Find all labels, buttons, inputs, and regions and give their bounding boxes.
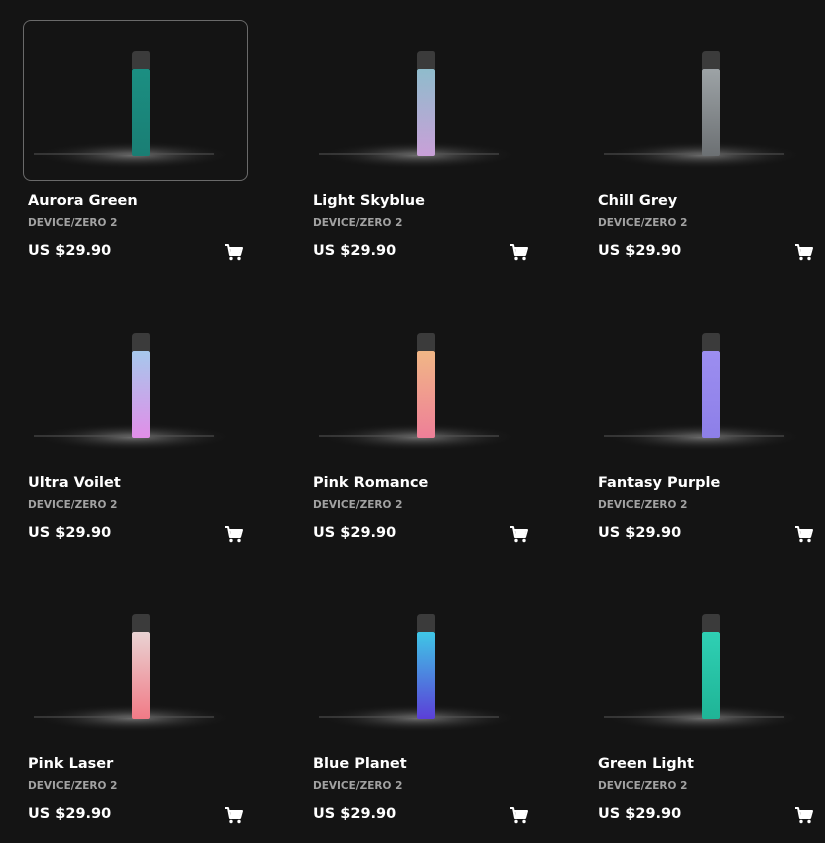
product-card[interactable]: Light Skyblue DEVICE/ZERO 2 US $29.90 (308, 20, 533, 280)
product-name: Light Skyblue (313, 193, 425, 209)
product-category: DEVICE/ZERO 2 (28, 498, 118, 511)
device-illustration (34, 51, 234, 169)
product-image (23, 583, 248, 744)
device-illustration (34, 332, 234, 451)
product-card[interactable]: Pink Romance DEVICE/ZERO 2 US $29.90 (308, 302, 533, 562)
product-price: US $29.90 (313, 806, 397, 822)
product-price: US $29.90 (28, 243, 112, 259)
cart-icon (795, 807, 813, 824)
product-price: US $29.90 (313, 243, 397, 259)
product-image (23, 302, 248, 463)
product-category: DEVICE/ZERO 2 (313, 780, 403, 792)
device-illustration (319, 332, 519, 451)
product-name: Aurora Green (28, 193, 138, 209)
cart-icon (795, 525, 813, 542)
product-price: US $29.90 (598, 524, 682, 541)
product-card[interactable]: Chill Grey DEVICE/ZERO 2 US $29.90 (593, 20, 818, 280)
product-price: US $29.90 (28, 524, 112, 541)
product-image (593, 583, 818, 744)
device-illustration (604, 51, 804, 169)
add-to-cart-button[interactable] (224, 806, 244, 824)
product-name: Ultra Voilet (28, 474, 121, 491)
product-category: DEVICE/ZERO 2 (598, 780, 688, 792)
add-to-cart-button[interactable] (509, 806, 529, 824)
cart-icon (225, 807, 243, 824)
product-image (308, 20, 533, 181)
cart-icon (510, 244, 528, 261)
add-to-cart-button[interactable] (224, 525, 244, 543)
product-category: DEVICE/ZERO 2 (598, 217, 688, 229)
product-price: US $29.90 (598, 243, 682, 259)
device-illustration (604, 614, 804, 732)
product-card[interactable]: Aurora Green DEVICE/ZERO 2 US $29.90 (23, 20, 248, 280)
product-card[interactable]: Pink Laser DEVICE/ZERO 2 US $29.90 (23, 583, 248, 843)
product-name: Chill Grey (598, 193, 678, 209)
product-category: DEVICE/ZERO 2 (28, 780, 118, 792)
product-name: Pink Romance (313, 474, 429, 491)
product-category: DEVICE/ZERO 2 (313, 498, 403, 511)
cart-icon (510, 807, 528, 824)
product-name: Pink Laser (28, 756, 114, 772)
product-price: US $29.90 (598, 806, 682, 822)
product-category: DEVICE/ZERO 2 (598, 498, 688, 511)
product-image (308, 302, 533, 463)
device-illustration (34, 614, 234, 732)
product-name: Fantasy Purple (598, 474, 721, 491)
device-illustration (319, 51, 519, 169)
product-card[interactable]: Green Light DEVICE/ZERO 2 US $29.90 (593, 583, 818, 843)
product-card[interactable]: Blue Planet DEVICE/ZERO 2 US $29.90 (308, 583, 533, 843)
cart-icon (510, 525, 528, 542)
product-image (593, 302, 818, 463)
device-illustration (604, 332, 804, 451)
product-card[interactable]: Fantasy Purple DEVICE/ZERO 2 US $29.90 (593, 302, 818, 562)
add-to-cart-button[interactable] (794, 525, 814, 543)
add-to-cart-button[interactable] (509, 525, 529, 543)
product-name: Blue Planet (313, 756, 407, 772)
product-category: DEVICE/ZERO 2 (313, 217, 403, 229)
cart-icon (225, 244, 243, 261)
add-to-cart-button[interactable] (509, 243, 529, 261)
cart-icon (795, 244, 813, 261)
add-to-cart-button[interactable] (794, 243, 814, 261)
product-card[interactable]: Ultra Voilet DEVICE/ZERO 2 US $29.90 (23, 302, 248, 562)
product-category: DEVICE/ZERO 2 (28, 217, 118, 229)
product-name: Green Light (598, 756, 694, 772)
product-image (308, 583, 533, 744)
product-price: US $29.90 (28, 806, 112, 822)
add-to-cart-button[interactable] (224, 243, 244, 261)
product-price: US $29.90 (313, 524, 397, 541)
add-to-cart-button[interactable] (794, 806, 814, 824)
device-illustration (319, 614, 519, 732)
product-image (23, 20, 248, 181)
cart-icon (225, 525, 243, 542)
product-image (593, 20, 818, 181)
